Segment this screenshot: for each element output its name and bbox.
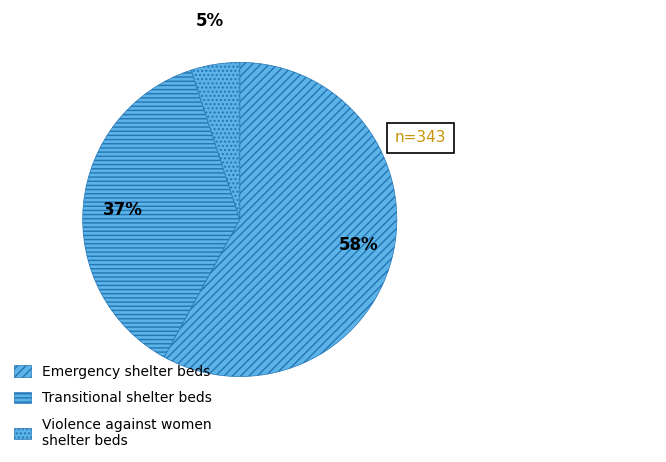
- Text: 5%: 5%: [196, 12, 224, 30]
- Text: 37%: 37%: [103, 201, 143, 219]
- Legend: Emergency shelter beds, Transitional shelter beds, Violence against women
shelte: Emergency shelter beds, Transitional she…: [7, 358, 218, 455]
- Text: n=343: n=343: [395, 130, 446, 145]
- Wedge shape: [83, 70, 240, 357]
- Text: 58%: 58%: [338, 236, 378, 254]
- Wedge shape: [164, 62, 397, 377]
- Wedge shape: [191, 62, 240, 219]
